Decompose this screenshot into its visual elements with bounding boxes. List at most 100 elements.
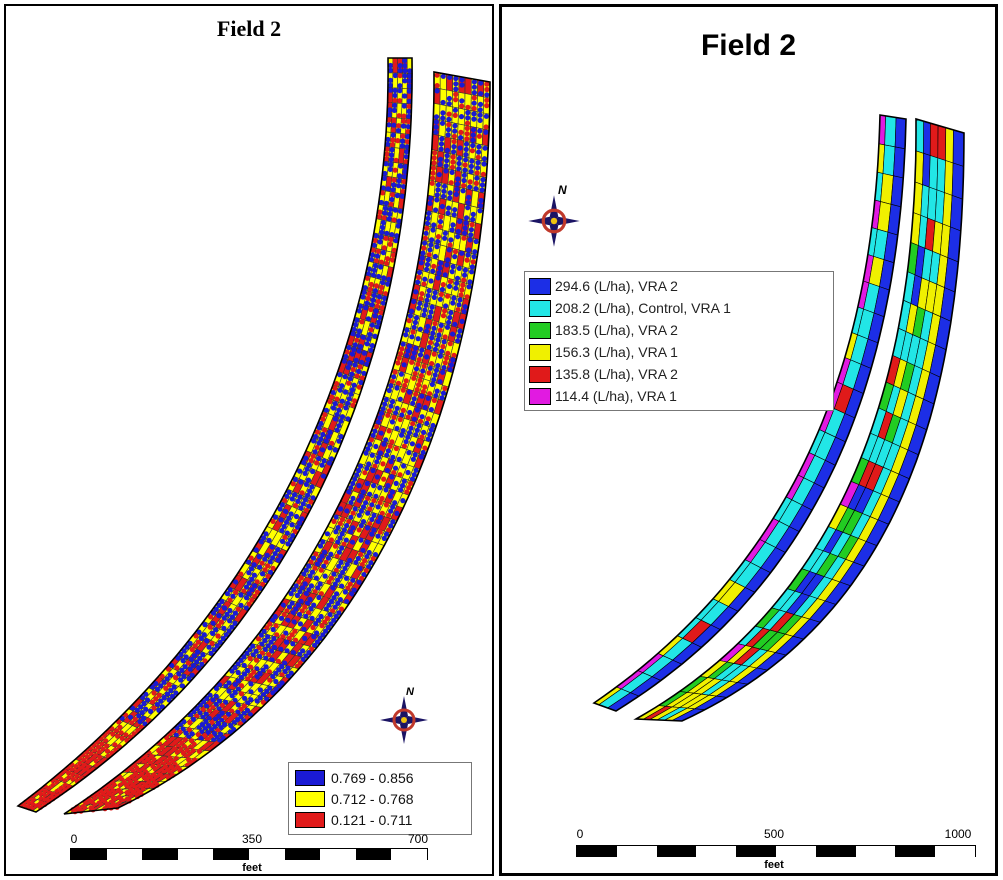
yield-point <box>397 472 403 478</box>
yield-point <box>369 252 375 258</box>
yield-point <box>209 640 215 647</box>
right-map-panel: Field 2 N 294.6 (L/ha), VRA 2 208.2 (L/h… <box>499 4 998 876</box>
right-legend-row: 156.3 (L/ha), VRA 1 <box>529 341 829 363</box>
yield-point <box>370 272 377 278</box>
yield-point <box>166 682 172 688</box>
yield-point <box>461 183 467 189</box>
yield-point <box>396 113 402 119</box>
yield-point <box>389 474 395 480</box>
yield-point <box>218 725 224 731</box>
yield-point <box>338 403 344 409</box>
yield-point <box>405 434 411 440</box>
yield-point <box>466 194 472 200</box>
scale-bar-segment <box>736 846 776 856</box>
yield-point <box>378 264 384 270</box>
yield-point <box>408 425 414 431</box>
yield-point <box>364 554 370 560</box>
yield-point <box>449 227 455 233</box>
yield-point <box>362 470 368 476</box>
yield-point <box>477 128 483 134</box>
yield-point <box>441 339 447 345</box>
yield-point <box>343 354 349 360</box>
yield-point <box>379 229 385 235</box>
yield-point <box>422 235 428 241</box>
yield-point <box>451 133 457 139</box>
yield-point <box>360 547 366 554</box>
yield-point <box>227 618 233 624</box>
yield-point <box>333 381 340 387</box>
yield-point <box>461 177 467 184</box>
yield-point <box>411 350 417 356</box>
yield-point <box>356 483 362 489</box>
scale-bar-segment <box>142 849 178 859</box>
yield-point <box>387 102 393 108</box>
yield-point <box>387 107 393 113</box>
yield-point <box>165 666 172 672</box>
yield-point <box>388 403 394 409</box>
yield-point <box>482 145 488 151</box>
yield-point <box>336 549 342 555</box>
yield-point <box>395 380 402 386</box>
yield-point <box>296 611 303 618</box>
yield-point <box>257 671 263 677</box>
yield-point <box>292 528 298 535</box>
yield-point <box>464 294 470 300</box>
yield-point <box>348 514 354 520</box>
yield-point <box>383 156 389 162</box>
yield-point <box>364 480 370 487</box>
yield-point <box>288 591 294 597</box>
yield-point <box>154 686 160 693</box>
yield-point <box>275 547 281 553</box>
yield-point <box>352 362 358 368</box>
yield-point <box>391 217 397 223</box>
yield-point <box>104 748 111 754</box>
yield-point <box>379 305 385 311</box>
yield-point <box>376 294 382 300</box>
yield-point <box>376 435 382 441</box>
yield-point <box>288 670 294 676</box>
yield-point <box>429 180 435 186</box>
yield-point <box>359 562 365 568</box>
yield-point <box>459 250 465 256</box>
yield-point <box>371 292 377 298</box>
yield-point <box>471 105 477 112</box>
yield-point <box>472 249 478 255</box>
yield-point <box>415 361 421 367</box>
yield-point <box>406 98 412 104</box>
yield-point <box>298 598 304 604</box>
yield-point <box>245 700 251 706</box>
yield-point <box>311 438 317 444</box>
yield-point <box>419 434 425 440</box>
yield-point <box>397 68 403 74</box>
yield-point <box>406 108 412 114</box>
yield-point <box>193 633 199 639</box>
rate-cell <box>937 124 947 161</box>
yield-point <box>327 429 333 435</box>
yield-point <box>227 587 233 593</box>
yield-point <box>400 188 406 195</box>
yield-point <box>421 363 427 369</box>
yield-point <box>202 658 208 664</box>
yield-point <box>458 135 464 141</box>
yield-point <box>225 718 231 725</box>
yield-point <box>431 222 437 228</box>
right-legend-row: 135.8 (L/ha), VRA 2 <box>529 363 829 385</box>
yield-point <box>419 255 425 261</box>
yield-point <box>396 456 402 462</box>
yield-point <box>319 462 325 468</box>
yield-point <box>388 523 394 529</box>
yield-point <box>303 613 309 620</box>
yield-point <box>407 68 413 74</box>
yield-point <box>390 137 396 143</box>
yield-point <box>437 296 443 302</box>
yield-point <box>373 523 379 529</box>
yield-point <box>242 695 248 701</box>
yield-point <box>419 414 425 420</box>
yield-point <box>246 570 252 576</box>
yield-point <box>350 366 356 373</box>
yield-point <box>380 280 386 286</box>
yield-point <box>342 589 348 595</box>
yield-point <box>299 490 305 496</box>
yield-point <box>346 504 352 510</box>
yield-point <box>379 284 385 290</box>
